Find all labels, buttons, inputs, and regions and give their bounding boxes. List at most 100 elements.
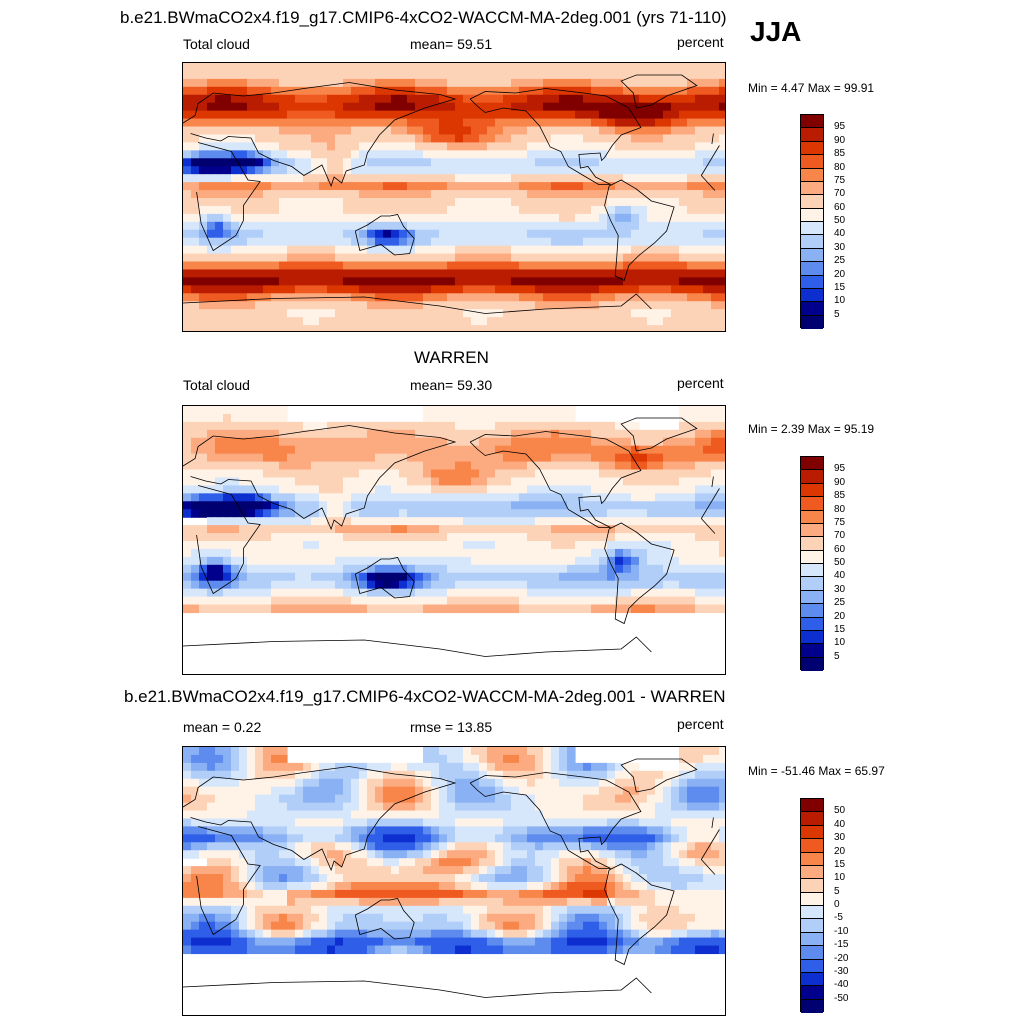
field-cell bbox=[647, 174, 656, 183]
field-cell bbox=[527, 493, 536, 502]
field-cell bbox=[631, 509, 640, 518]
field-cell bbox=[231, 477, 240, 487]
field-cell bbox=[359, 325, 368, 331]
field-cell bbox=[527, 596, 536, 606]
field-cell bbox=[487, 229, 496, 239]
field-cell bbox=[295, 842, 304, 851]
field-cell bbox=[383, 78, 392, 88]
field-cell bbox=[591, 158, 600, 167]
colorbar-tick-label: 5 bbox=[834, 650, 840, 662]
coastline bbox=[354, 557, 415, 599]
field-cell bbox=[207, 850, 216, 859]
field-cell bbox=[551, 842, 560, 851]
field-cell bbox=[215, 493, 224, 502]
field-cell bbox=[519, 221, 528, 231]
field-cell bbox=[199, 421, 208, 431]
field-cell bbox=[487, 237, 496, 247]
field-cell bbox=[407, 469, 416, 479]
field-cell bbox=[583, 285, 592, 294]
field-cell bbox=[631, 285, 640, 294]
field-cell bbox=[215, 509, 224, 518]
field-cell bbox=[519, 421, 528, 431]
field-cell bbox=[583, 213, 592, 223]
field-cell bbox=[615, 86, 624, 96]
field-cell bbox=[679, 126, 688, 136]
field-cell bbox=[615, 477, 624, 487]
field-cell bbox=[287, 429, 296, 439]
field-cell bbox=[575, 453, 584, 463]
field-cell bbox=[335, 437, 344, 447]
field-cell bbox=[287, 158, 296, 167]
colorbar-tick-label: 15 bbox=[834, 623, 846, 635]
field-cell bbox=[231, 413, 240, 423]
field-cell bbox=[239, 802, 248, 812]
field-cell bbox=[687, 245, 696, 255]
field-cell bbox=[303, 78, 312, 88]
field-cell bbox=[303, 485, 312, 494]
field-cell bbox=[223, 493, 232, 502]
field-cell bbox=[239, 94, 248, 104]
field-cell bbox=[687, 770, 696, 780]
field-cell bbox=[591, 261, 600, 271]
field-cell bbox=[431, 237, 440, 247]
field-cell bbox=[447, 556, 456, 566]
field-cell bbox=[287, 762, 296, 772]
field-cell bbox=[495, 102, 504, 112]
field-cell bbox=[599, 810, 608, 820]
field-cell bbox=[183, 166, 192, 175]
field-cell bbox=[407, 786, 416, 796]
field-cell bbox=[255, 850, 264, 859]
field-cell bbox=[199, 437, 208, 447]
field-cell bbox=[503, 285, 512, 294]
field-cell bbox=[207, 588, 216, 598]
field-cell bbox=[543, 110, 552, 120]
field-cell bbox=[383, 174, 392, 183]
field-cell bbox=[527, 802, 536, 812]
field-cell bbox=[359, 269, 368, 279]
field-cell bbox=[263, 277, 272, 286]
field-cell bbox=[327, 166, 336, 175]
colorbar-swatch bbox=[801, 141, 823, 156]
field-cell bbox=[655, 277, 664, 286]
field-cell bbox=[431, 102, 440, 112]
field-cell bbox=[695, 770, 704, 780]
field-cell bbox=[263, 501, 272, 510]
field-cell bbox=[335, 221, 344, 231]
field-cell bbox=[679, 493, 688, 502]
field-cell bbox=[695, 126, 704, 136]
field-cell bbox=[359, 453, 368, 463]
field-cell bbox=[351, 86, 360, 96]
field-cell bbox=[511, 826, 520, 835]
field-cell bbox=[431, 802, 440, 812]
field-cell bbox=[391, 818, 400, 828]
field-cell bbox=[263, 150, 272, 159]
field-cell bbox=[271, 78, 280, 88]
field-cell bbox=[279, 190, 288, 199]
field-cell bbox=[559, 421, 568, 431]
field-cell bbox=[695, 261, 704, 271]
field-cell bbox=[375, 174, 384, 183]
field-cell bbox=[703, 269, 712, 279]
field-cell bbox=[599, 325, 608, 331]
field-cell bbox=[479, 493, 488, 502]
field-cell bbox=[567, 406, 576, 415]
field-cell bbox=[191, 485, 200, 494]
field-cell bbox=[455, 429, 464, 439]
field-cell bbox=[695, 509, 704, 518]
field-cell bbox=[639, 548, 648, 558]
field-cell bbox=[439, 517, 448, 526]
field-cell bbox=[231, 533, 240, 542]
field-cell bbox=[183, 118, 192, 128]
field-cell bbox=[551, 485, 560, 494]
field-cell bbox=[335, 237, 344, 247]
field-cell bbox=[599, 509, 608, 518]
field-cell bbox=[287, 63, 296, 72]
field-cell bbox=[215, 453, 224, 463]
field-cell bbox=[695, 110, 704, 120]
field-cell bbox=[191, 786, 200, 796]
field-cell bbox=[647, 794, 656, 804]
field-cell bbox=[455, 293, 464, 302]
field-cell bbox=[655, 63, 664, 72]
field-cell bbox=[375, 317, 384, 326]
field-cell bbox=[647, 94, 656, 104]
